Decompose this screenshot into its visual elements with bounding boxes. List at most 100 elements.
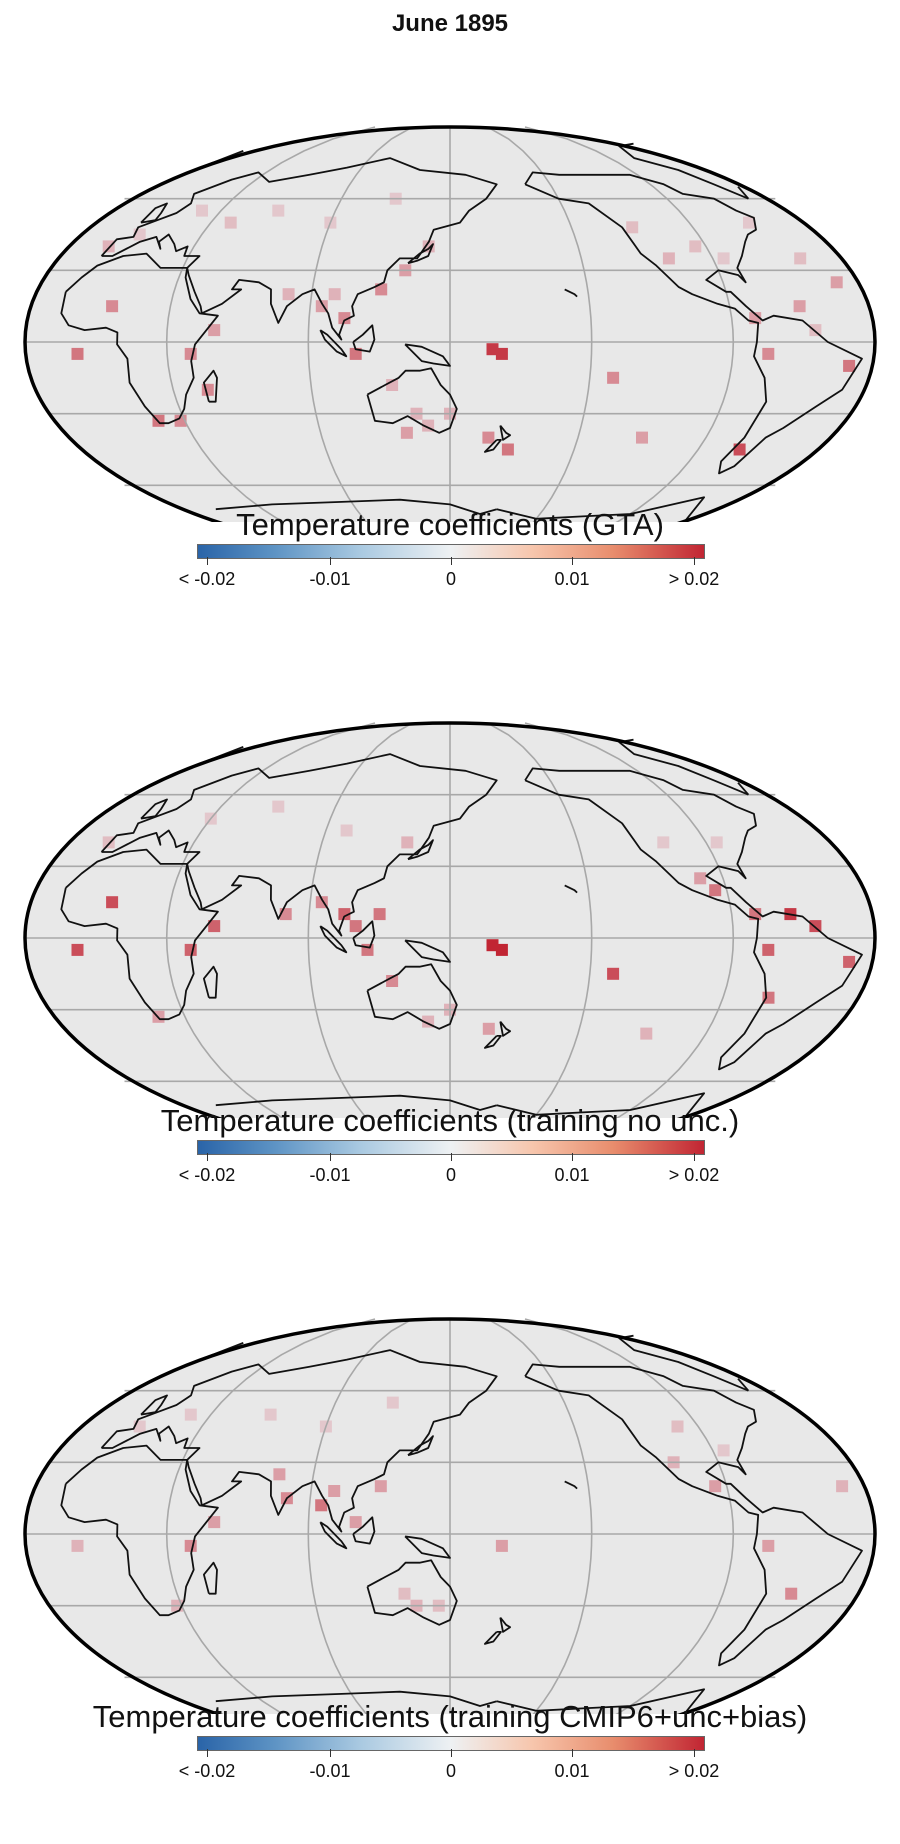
- grid-cell: [196, 204, 208, 217]
- colorbar-tick-label: > 0.02: [668, 1165, 720, 1185]
- figure: June 1895 Temperature coefficients (GTA)…: [0, 10, 900, 1789]
- colorbar-tick-label: 0: [445, 1761, 457, 1781]
- coast-nz-south: [484, 1631, 502, 1645]
- longitude-line: [165, 126, 376, 522]
- coast-sumatra: [319, 329, 348, 358]
- coast-newguinea: [404, 1535, 451, 1559]
- grid-cell: [71, 347, 84, 360]
- grid-cell: [640, 1027, 653, 1040]
- longitude-line: [307, 722, 413, 1118]
- grid-cell: [486, 343, 499, 356]
- longitude-line: [165, 1318, 376, 1714]
- coast-sumatra: [319, 1521, 348, 1550]
- page-title: June 1895: [391, 10, 509, 37]
- coast-japan: [407, 1435, 434, 1457]
- coast-antarctica: [496, 1092, 705, 1118]
- colorbar-tick-label: < -0.02: [178, 569, 236, 589]
- colorbar-tick: [330, 1153, 331, 1161]
- coast-australia: [366, 963, 458, 1030]
- grid-cell: [375, 283, 388, 296]
- map-border: [23, 721, 877, 1118]
- coast-nz-south: [484, 1035, 502, 1049]
- map-gta: [23, 125, 877, 522]
- grid-cell: [398, 1587, 411, 1600]
- coast-africa: [60, 252, 219, 425]
- colorbar-tick-label: < -0.02: [178, 1761, 236, 1781]
- coast-hawaii: [564, 1480, 578, 1490]
- grid-cell: [657, 836, 670, 849]
- colorbar-ticks: < -0.02 -0.01 0 0.01 > 0.02: [0, 1749, 900, 1789]
- panel-training-no-unc: Temperature coefficients (training no un…: [0, 648, 900, 1248]
- coast-africa: [60, 1444, 219, 1617]
- coast-madagascar: [203, 369, 218, 403]
- grid-cell: [794, 252, 807, 265]
- colorbar-tick: [207, 1749, 208, 1757]
- grid-cell: [386, 1396, 399, 1409]
- colorbar-title: Temperature coefficients (GTA): [236, 507, 664, 542]
- longitude-line: [307, 126, 413, 522]
- colorbar-tick-label: < -0.02: [178, 1165, 236, 1185]
- grid-cell: [709, 1480, 722, 1493]
- colorbar-tick-label: 0.01: [554, 1165, 590, 1185]
- grid-cell: [328, 288, 341, 301]
- colorbar-tick: [330, 1749, 331, 1757]
- coast-borneo: [352, 324, 376, 353]
- grid-cell: [482, 1022, 495, 1035]
- coast-americas: [524, 1363, 863, 1667]
- coast-antarctica: [496, 1688, 705, 1714]
- coast-hawaii: [564, 884, 578, 894]
- grid-cell: [208, 1516, 221, 1529]
- grid-cell: [349, 347, 362, 360]
- coast-nz-north: [499, 1021, 511, 1037]
- coast-madagascar: [203, 1561, 218, 1595]
- coastlines: [60, 738, 863, 1118]
- grid-cell: [495, 1539, 508, 1552]
- coast-antarctica: [496, 496, 705, 522]
- coast-eurasia: [100, 157, 498, 341]
- coastlines: [60, 142, 863, 522]
- coast-antarctica: [215, 498, 498, 515]
- colorbar-tick: [207, 1153, 208, 1161]
- longitude-line: [524, 126, 735, 522]
- coast-borneo: [352, 920, 376, 949]
- grid-cell: [710, 836, 723, 849]
- longitude-line: [524, 1318, 735, 1714]
- grid-cell: [843, 359, 856, 372]
- grid-cell: [626, 221, 639, 234]
- colorbar-title: Temperature coefficients (training CMIP6…: [92, 1699, 808, 1734]
- coast-greenland: [737, 782, 750, 796]
- coast-greenland: [737, 186, 750, 200]
- colorbar-tick: [572, 1749, 573, 1757]
- grid-cell: [793, 300, 806, 313]
- colorbar-tick: [572, 1153, 573, 1161]
- coast-sumatra: [319, 925, 348, 954]
- colorbar-tick-label: 0: [445, 569, 457, 589]
- map-training-cmip6: [23, 1317, 877, 1714]
- grid-cell: [607, 371, 620, 384]
- grid-cell: [106, 300, 119, 313]
- grid-cell: [400, 426, 413, 439]
- colorbar-tick: [451, 557, 452, 565]
- grid-cell: [482, 431, 495, 444]
- coast-greenland: [737, 1378, 750, 1392]
- grid-cell: [374, 1480, 387, 1493]
- grid-cell: [208, 324, 221, 337]
- coast-newguinea: [404, 343, 451, 367]
- grid-cell: [836, 1480, 849, 1493]
- grid-cell: [184, 1539, 197, 1552]
- grid-cell: [717, 1444, 730, 1457]
- grid-cell: [733, 443, 746, 456]
- coast-borneo: [352, 1516, 376, 1545]
- colorbar-tick-label: -0.01: [309, 569, 351, 589]
- grid-cell: [338, 908, 351, 921]
- grid-cell: [762, 943, 775, 956]
- coast-uk: [140, 1394, 168, 1416]
- grid-cell: [709, 884, 722, 897]
- grid-cell: [315, 1499, 328, 1512]
- grid-cell: [762, 347, 775, 360]
- grid-cell: [340, 824, 353, 837]
- coast-nz-north: [499, 1617, 511, 1633]
- longitude-line: [524, 722, 735, 1118]
- colorbar-tick: [451, 1153, 452, 1161]
- colorbar-tick-label: 0: [445, 1165, 457, 1185]
